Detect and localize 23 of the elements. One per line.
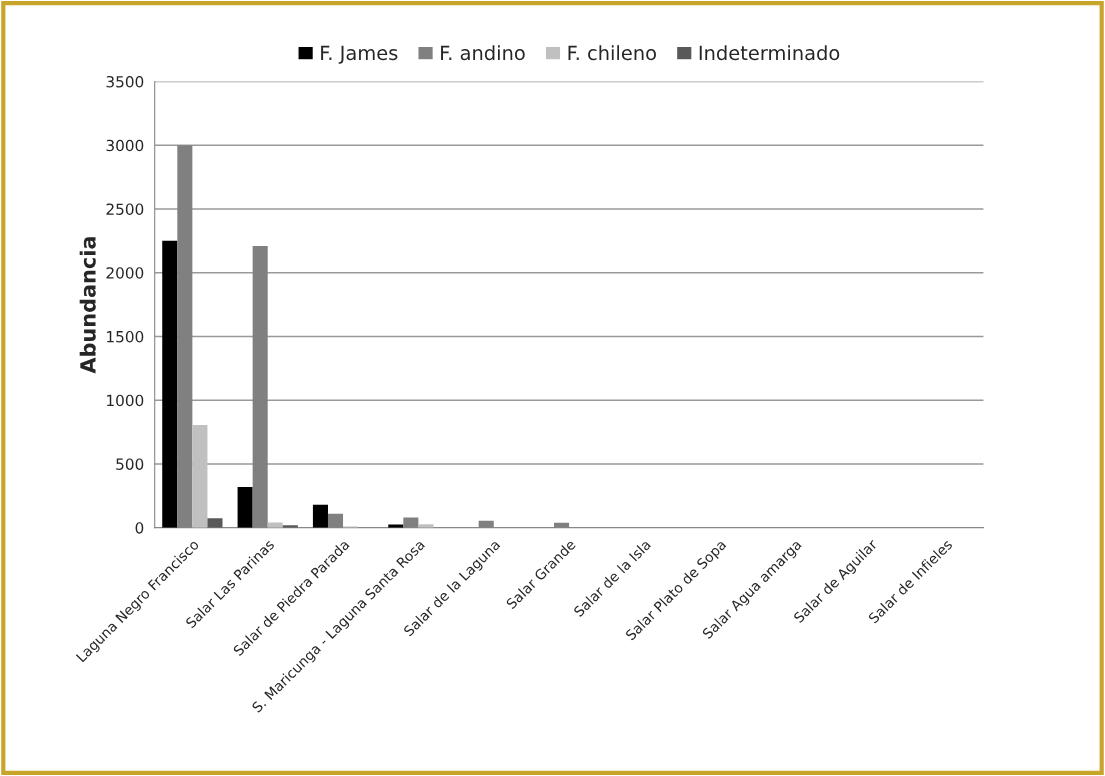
y-tick-label: 2000: [106, 267, 144, 279]
bar: [162, 240, 178, 528]
legend-label: Indeterminado: [699, 45, 840, 61]
y-tick-label: 0: [135, 522, 144, 534]
bar: [327, 513, 344, 528]
bar: [252, 245, 268, 528]
bar: [312, 504, 328, 528]
y-tick-label: 500: [116, 458, 144, 470]
bar: [207, 518, 223, 528]
bar: [192, 425, 208, 528]
bar: [403, 517, 419, 528]
legend-label: F. James: [321, 45, 398, 64]
bar: [177, 145, 193, 528]
y-tick-label: 3500: [106, 75, 144, 88]
y-tick-label: 3000: [106, 139, 144, 152]
legend-label: F. chileno: [568, 45, 656, 61]
bar: [388, 524, 404, 528]
y-tick-label: 1000: [107, 394, 144, 407]
bar: [237, 486, 253, 528]
y-tick-label: 1500: [107, 330, 144, 343]
legend-label: F. andino: [441, 45, 525, 61]
y-tick-label: 2500: [106, 203, 144, 215]
y-axis-title: Abundancia: [79, 237, 96, 374]
